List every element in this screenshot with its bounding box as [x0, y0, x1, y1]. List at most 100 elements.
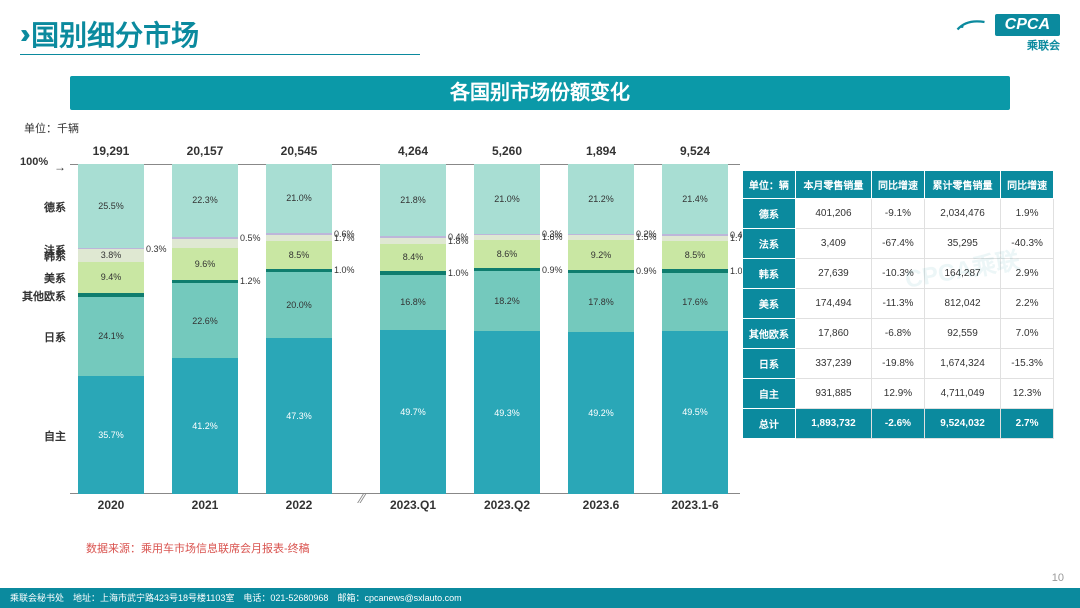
cell: 17,860 — [795, 319, 871, 349]
footer-bar: 乘联会秘书处 地址：上海市武宁路423号18号楼1103室 电话：021-526… — [0, 588, 1080, 608]
segment-label: 20.0% — [266, 300, 332, 310]
bar-segment-法系: 0.3% — [474, 234, 540, 235]
bar-segment-韩系 — [172, 239, 238, 248]
table-row: 自主931,88512.9%4,711,04912.3% — [743, 379, 1054, 409]
cell: 1,893,732 — [795, 409, 871, 439]
cell: 812,042 — [924, 289, 1000, 319]
cell: -2.6% — [872, 409, 925, 439]
cell: 401,206 — [795, 199, 871, 229]
segment-label: 0.6% — [334, 229, 364, 239]
table-header: 本月零售销量 — [795, 171, 871, 199]
bar-segment-日系: 17.6% — [662, 273, 728, 331]
cell: 1.9% — [1001, 199, 1054, 229]
bar-segment-法系: 0.3% — [78, 248, 144, 249]
bar-segment-其他欧系: 1.2% — [172, 280, 238, 284]
table-header: 累计零售销量 — [924, 171, 1000, 199]
segment-label: 8.4% — [380, 252, 446, 262]
segment-label: 18.2% — [474, 296, 540, 306]
cell: 92,559 — [924, 319, 1000, 349]
column-label: 2022 — [260, 498, 338, 512]
chart-column: 49.3%18.2%0.9%8.6%1.6%0.3%21.0% — [468, 164, 546, 494]
bar-segment-自主: 49.5% — [662, 331, 728, 494]
bar-segment-美系: 8.4% — [380, 244, 446, 272]
segment-label: 49.2% — [568, 408, 634, 418]
segment-label: 21.0% — [266, 193, 332, 203]
bar-segment-德系: 21.2% — [568, 164, 634, 234]
segment-label: 22.6% — [172, 316, 238, 326]
segment-label: 8.5% — [662, 250, 728, 260]
segment-label: 21.8% — [380, 195, 446, 205]
data-source: 数据来源：乘用车市场信息联席会月报表-终稿 — [86, 540, 310, 556]
cell: -15.3% — [1001, 349, 1054, 379]
segment-label: 8.5% — [266, 250, 332, 260]
cell: -10.3% — [872, 259, 925, 289]
cell: 931,885 — [795, 379, 871, 409]
bar-segment-自主: 35.7% — [78, 376, 144, 494]
logo-cpca: CPCA — [995, 14, 1060, 36]
bar-segment-其他欧系: 0.9% — [474, 268, 540, 271]
table-row: 日系337,239-19.8%1,674,324-15.3% — [743, 349, 1054, 379]
bar-segment-德系: 21.0% — [266, 164, 332, 233]
segment-label: 9.6% — [172, 259, 238, 269]
bar-segment-韩系: 1.7% — [662, 236, 728, 242]
bar-segment-日系: 16.8% — [380, 275, 446, 330]
column-total: 9,524 — [656, 144, 734, 158]
chart-column: 35.7%24.1%9.4%3.8%0.3%25.5% — [72, 164, 150, 494]
cell: 9,524,032 — [924, 409, 1000, 439]
bar-segment-德系: 22.3% — [172, 164, 238, 238]
segment-label: 17.8% — [568, 297, 634, 307]
cell: 35,295 — [924, 229, 1000, 259]
page-number: 10 — [1052, 572, 1064, 584]
bar-segment-自主: 49.3% — [474, 331, 540, 494]
row-name: 德系 — [743, 199, 796, 229]
logo-block: CPCA 乘联会 — [956, 14, 1060, 53]
left-legend-自主: 自主 — [22, 428, 66, 444]
cell: 2.2% — [1001, 289, 1054, 319]
cell: 27,639 — [795, 259, 871, 289]
segment-label: 9.4% — [78, 272, 144, 282]
row-name: 日系 — [743, 349, 796, 379]
left-legend-其他欧系: 其他欧系 — [22, 288, 66, 304]
bar-segment-德系: 21.0% — [474, 164, 540, 233]
cell: 2.7% — [1001, 409, 1054, 439]
stacked-bar-chart: 100% → 德系法系韩系美系其他欧系日系自主 ⁄⁄ 35.7%24.1%9.4… — [70, 140, 740, 540]
bar-segment-德系: 21.4% — [662, 164, 728, 235]
left-legend-德系: 德系 — [22, 199, 66, 215]
table-unit-header: 单位：辆 — [743, 171, 796, 199]
table-row: 韩系27,639-10.3%164,2872.9% — [743, 259, 1054, 289]
bar-segment-美系: 8.5% — [662, 241, 728, 269]
arrow-icon: → — [54, 160, 66, 174]
table-row: 其他欧系17,860-6.8%92,5597.0% — [743, 319, 1054, 349]
cell: 2,034,476 — [924, 199, 1000, 229]
segment-label: 17.6% — [662, 297, 728, 307]
logo-sub: 乘联会 — [956, 37, 1060, 53]
bar-segment-日系: 24.1% — [78, 297, 144, 377]
row-name: 美系 — [743, 289, 796, 319]
bar-segment-韩系: 1.5% — [568, 235, 634, 240]
column-label: 2023.Q2 — [468, 498, 546, 512]
bar-segment-日系: 18.2% — [474, 271, 540, 331]
bar-segment-其他欧系: 1.0% — [380, 271, 446, 274]
bar-segment-自主: 41.2% — [172, 358, 238, 494]
table-row: 美系174,494-11.3%812,0422.2% — [743, 289, 1054, 319]
footer-text: 乘联会秘书处 地址：上海市武宁路423号18号楼1103室 电话：021-526… — [0, 588, 1080, 608]
column-total: 20,157 — [166, 144, 244, 158]
cell: 4,711,049 — [924, 379, 1000, 409]
bar-segment-美系: 9.6% — [172, 248, 238, 280]
bar-segment-法系: 0.4% — [380, 236, 446, 237]
cell: 337,239 — [795, 349, 871, 379]
cell: -19.8% — [872, 349, 925, 379]
bar-segment-日系: 17.8% — [568, 273, 634, 332]
y-axis-100: 100% — [20, 156, 48, 168]
bar-segment-其他欧系: 0.9% — [568, 270, 634, 273]
left-legend-韩系: 韩系 — [22, 248, 66, 264]
logo-swoosh-icon — [956, 15, 986, 35]
bar-segment-其他欧系: 1.0% — [662, 269, 728, 272]
bar-segment-其他欧系: 1.0% — [266, 269, 332, 272]
bar-segment-法系: 0.2% — [568, 234, 634, 235]
table-header: 同比增速 — [1001, 171, 1054, 199]
segment-label: 35.7% — [78, 430, 144, 440]
cell: 12.9% — [872, 379, 925, 409]
segment-label: 16.8% — [380, 297, 446, 307]
table-header: 同比增速 — [872, 171, 925, 199]
